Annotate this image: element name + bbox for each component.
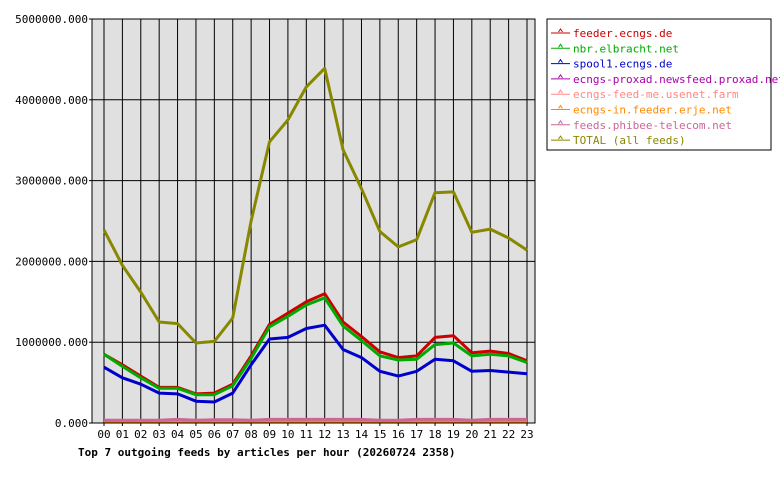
x-tick-label: 07 — [226, 428, 239, 441]
legend-marker — [558, 135, 563, 140]
chart-title: Top 7 outgoing feeds by articles per hou… — [78, 446, 456, 459]
legend-entry: nbr.elbracht.net — [551, 42, 679, 55]
series-line-nbr-elbracht-net — [103, 296, 528, 397]
x-tick-label: 03 — [153, 428, 166, 441]
legend-box — [546, 18, 772, 151]
x-tick-label: 18 — [428, 428, 441, 441]
x-tick-label: 23 — [520, 428, 533, 441]
legend: feeder.ecngs.de nbr.elbracht.net spool1.ec… — [546, 18, 780, 151]
legend-label: ecngs-in.feeder.erje.net — [573, 104, 732, 117]
legend-entry: ecngs-feed-me.usenet.farm — [551, 88, 739, 101]
x-tick-label: 10 — [281, 428, 294, 441]
legend-entry: spool1.ecngs.de — [551, 58, 672, 71]
legend-marker — [558, 58, 563, 63]
legend-entry: feeds.phibee-telecom.net — [551, 119, 732, 132]
x-tick-label: 00 — [97, 428, 110, 441]
x-tick-label: 12 — [318, 428, 331, 441]
x-tick-label: 14 — [355, 428, 369, 441]
x-tick-label: 21 — [484, 428, 497, 441]
x-tick-label: 22 — [502, 428, 515, 441]
legend-label: nbr.elbracht.net — [573, 42, 679, 55]
x-tick-label: 01 — [116, 428, 129, 441]
plot-frame — [91, 18, 536, 424]
x-tick-label: 08 — [245, 428, 258, 441]
legend-entry: ecngs-in.feeder.erje.net — [551, 104, 732, 117]
legend-entry: ecngs-proxad.newsfeed.proxad.net — [551, 73, 780, 86]
y-tick-label: 4000000.000 — [15, 94, 88, 107]
legend-marker — [558, 119, 563, 125]
x-tick-label: 17 — [410, 428, 423, 441]
y-tick-label: 0.000 — [55, 417, 88, 430]
x-tick-label: 04 — [171, 428, 185, 441]
x-tick-label: 15 — [373, 428, 386, 441]
x-tick-label: 13 — [336, 428, 349, 441]
legend-marker — [558, 73, 563, 79]
legend-marker — [558, 89, 563, 94]
x-tick-label: 09 — [263, 428, 276, 441]
legend-label: ecngs-feed-me.usenet.farm — [573, 88, 739, 101]
x-tick-label: 06 — [208, 428, 221, 441]
x-tick-label: 02 — [134, 428, 147, 441]
x-tick-label: 11 — [300, 428, 313, 441]
x-axis-ticks: 00 01 02 03 04 05 06 07 08 09 10 11 12 13 14 15 16 17 18 19… — [97, 423, 534, 441]
legend-marker — [558, 104, 563, 109]
y-tick-label: 1000000.000 — [15, 336, 88, 349]
series-line-feeds-phibee-telecom-net — [104, 417, 527, 422]
legend-marker — [558, 28, 563, 33]
x-tick-label: 20 — [465, 428, 478, 441]
x-tick-label: 19 — [447, 428, 460, 441]
legend-label: feeder.ecngs.de — [573, 27, 672, 40]
x-tick-label: 05 — [189, 428, 202, 441]
y-tick-label: 3000000.000 — [15, 175, 88, 188]
series-line-total-all-feeds- — [102, 66, 528, 345]
legend-marker — [558, 43, 563, 48]
y-tick-label: 2000000.000 — [15, 255, 88, 268]
series-line-spool1-ecngs-de — [103, 323, 528, 404]
legend-label: feeds.phibee-telecom.net — [573, 119, 732, 132]
legend-label: spool1.ecngs.de — [573, 58, 672, 71]
legend-label: ecngs-proxad.newsfeed.proxad.net — [573, 73, 780, 86]
legend-label: TOTAL (all feeds) — [573, 134, 686, 147]
legend-entry: feeder.ecngs.de — [551, 27, 672, 40]
x-tick-label: 16 — [392, 428, 405, 441]
legend-entry: TOTAL (all feeds) — [551, 134, 686, 147]
plot-area — [92, 19, 535, 423]
y-tick-label: 5000000.000 — [15, 13, 88, 26]
series-lines — [102, 66, 528, 424]
y-axis-ticks: 0.000 1000000.000 2000000.000 3000000.000 40… — [15, 13, 92, 430]
